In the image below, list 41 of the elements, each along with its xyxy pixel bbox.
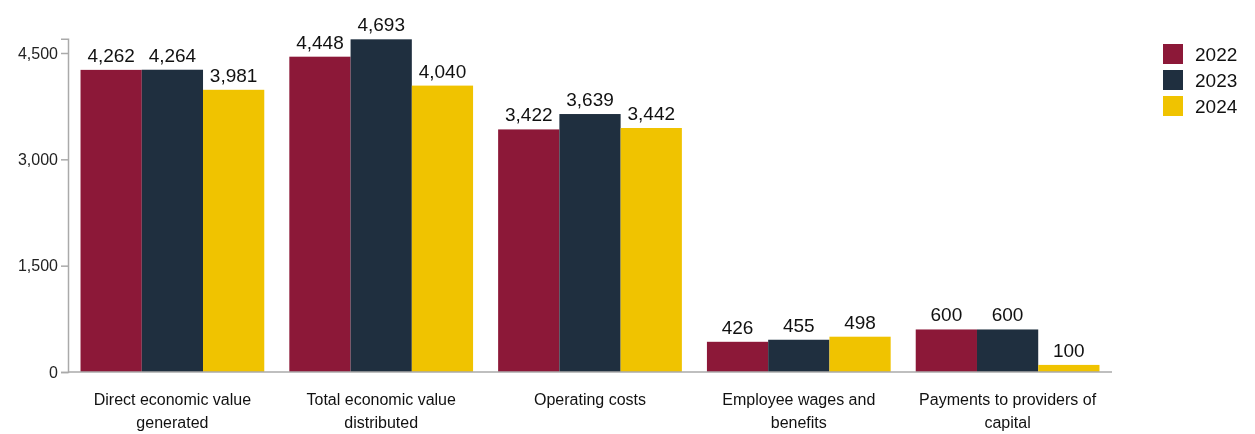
x-tick-label: Operating costs <box>533 391 647 408</box>
data-label: 4,262 <box>87 44 135 66</box>
bar <box>350 39 412 372</box>
x-tick-label: Direct economic value generated <box>93 391 252 431</box>
data-label: 3,981 <box>209 64 258 86</box>
legend-label: 2024 <box>1195 96 1238 117</box>
bar <box>829 336 891 372</box>
y-tick-label: 1,500 <box>17 257 59 275</box>
bar <box>289 56 351 372</box>
bar <box>203 89 265 372</box>
bar <box>411 85 474 372</box>
data-label: 4,448 <box>296 31 344 53</box>
bar <box>559 114 621 372</box>
bar <box>80 69 142 372</box>
data-label: 498 <box>844 311 876 333</box>
legend-label: 2023 <box>1195 70 1238 91</box>
bar <box>768 339 830 372</box>
data-label: 4,264 <box>148 44 197 66</box>
y-tick-label: 4,500 <box>17 44 59 62</box>
y-tick-label: 0 <box>49 363 59 381</box>
bar <box>141 69 204 372</box>
data-label: 455 <box>782 314 815 336</box>
bar <box>706 341 769 372</box>
legend-label: 2022 <box>1195 44 1238 65</box>
data-label: 3,442 <box>627 103 676 124</box>
x-tick-label: Payments to providers of capital <box>919 391 1097 431</box>
data-label: 600 <box>930 304 963 326</box>
data-label: 3,639 <box>566 89 614 111</box>
bar <box>915 329 977 372</box>
data-label: 3,422 <box>504 104 553 126</box>
data-label: 100 <box>1053 339 1085 361</box>
data-label: 4,040 <box>418 60 467 82</box>
y-tick-label: 3,000 <box>17 150 59 168</box>
bar <box>498 129 560 372</box>
bar <box>976 329 1039 372</box>
bar <box>620 128 682 372</box>
data-label: 600 <box>991 304 1024 326</box>
data-label: 426 <box>721 316 754 338</box>
data-label: 4,693 <box>357 14 405 36</box>
x-tick-label: Total economic value distributed <box>306 391 456 431</box>
x-tick-label: Employee wages and benefits <box>722 391 876 431</box>
